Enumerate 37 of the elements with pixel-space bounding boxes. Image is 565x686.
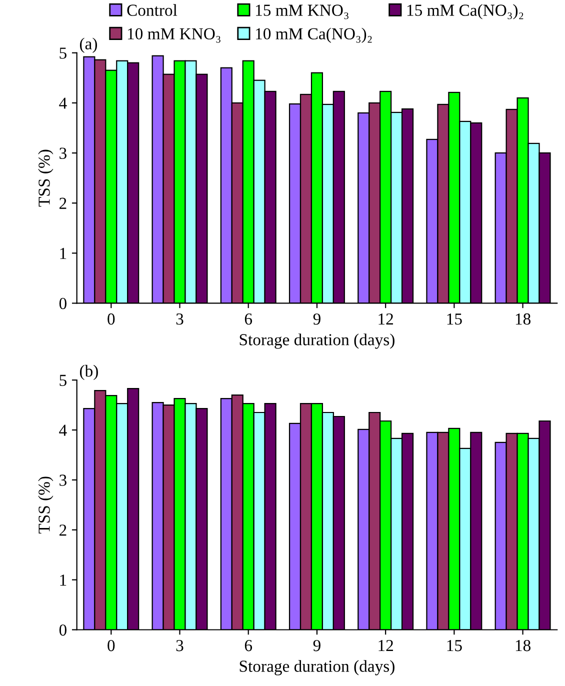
legend-label: 10 mM KNO₃ <box>128 28 220 43</box>
y-tick-label: 5 <box>60 374 66 386</box>
y-axis-title: TSS (%) <box>38 476 54 534</box>
y-tick-label: 1 <box>60 248 66 259</box>
x-tick-label: 6 <box>244 313 252 325</box>
y-axis-title: TSS (%) <box>38 150 54 207</box>
x-tick-label: 0 <box>108 313 115 325</box>
x-tick-label: 6 <box>244 640 252 652</box>
y-tick-label: 4 <box>59 98 67 109</box>
x-axis-title: Storage duration (days) <box>240 334 394 349</box>
legend-label: 15 mM KNO₃ <box>256 4 348 20</box>
x-tick-label: 12 <box>378 313 393 324</box>
x-tick-label: 3 <box>176 640 184 652</box>
annotation: (b) <box>80 364 98 380</box>
x-tick-label: 9 <box>313 313 320 325</box>
y-tick-label: 2 <box>60 524 66 536</box>
y-tick-label: 3 <box>60 148 66 159</box>
y-tick-label: 3 <box>60 474 66 486</box>
x-tick-label: 18 <box>516 313 530 325</box>
x-axis-title: Storage duration (days) <box>240 660 394 676</box>
legend-label: 15 mM Ca(NO₃)₂ <box>407 4 524 20</box>
y-tick-label: 4 <box>59 424 67 436</box>
text: (a) <box>80 38 98 53</box>
legend-label: Control <box>127 4 178 16</box>
legend-label: 10 mM Ca(NO₃)₂ <box>256 28 372 43</box>
x-tick-label: 3 <box>176 313 184 325</box>
x-tick-label: 9 <box>313 640 320 652</box>
x-tick-label: 12 <box>378 640 393 652</box>
y-tick-label: 2 <box>60 198 66 209</box>
x-tick-label: 0 <box>108 640 115 652</box>
x-tick-label: 15 <box>447 313 462 325</box>
x-tick-label: 18 <box>516 640 530 652</box>
y-tick-label: 5 <box>60 48 66 59</box>
y-tick-label: 1 <box>60 574 66 586</box>
y-tick-label: 0 <box>59 624 66 636</box>
y-tick-label: 0 <box>59 298 66 310</box>
x-tick-label: 15 <box>447 640 462 652</box>
